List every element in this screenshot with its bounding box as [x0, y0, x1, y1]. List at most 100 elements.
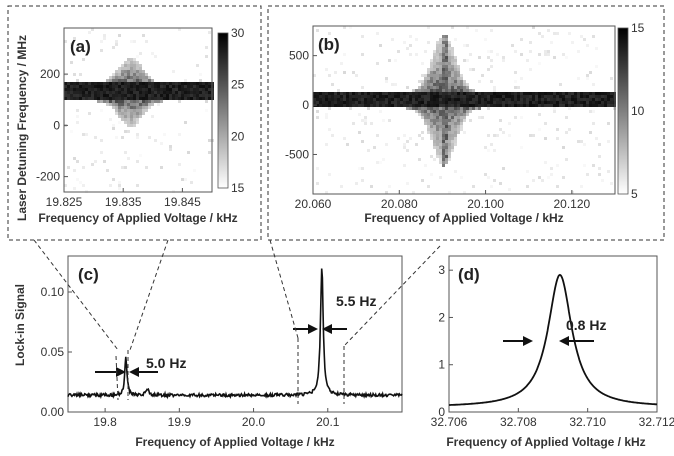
heatmap-cell [442, 155, 445, 158]
heatmap-cell [604, 92, 607, 95]
heatmap-cell [418, 104, 421, 107]
heatmap-cell [391, 95, 394, 98]
heatmap-cell [442, 113, 445, 116]
heatmap-cell [418, 80, 421, 83]
heatmap-cell [88, 91, 91, 94]
heatmap-cell [355, 98, 358, 101]
heatmap-cell [67, 94, 70, 97]
heatmap-cell [187, 97, 190, 100]
heatmap-cell [487, 92, 490, 95]
heatmap-cell [151, 79, 154, 82]
heatmap-cell [172, 97, 175, 100]
heatmap-cell [445, 44, 448, 47]
heatmap-cell [136, 136, 139, 139]
heatmap-cell [436, 77, 439, 80]
y-ticks-c: 0.000.050.10 [41, 285, 72, 419]
heatmap-cell [448, 104, 451, 107]
heatmap-cell [547, 50, 550, 53]
heatmap-cell [133, 109, 136, 112]
heatmap-cell [445, 137, 448, 140]
heatmap-cell [130, 61, 133, 64]
heatmap-cell [91, 82, 94, 85]
heatmap-cell [580, 101, 583, 104]
heatmap-cell [409, 107, 412, 110]
heatmap-cell [457, 125, 460, 128]
heatmap-cell [472, 98, 475, 101]
heatmap-cell [520, 77, 523, 80]
heatmap-cell [340, 98, 343, 101]
heatmap-cell [373, 98, 376, 101]
heatmap-cell [445, 89, 448, 92]
heatmap-cell [130, 94, 133, 97]
heatmap-cell [325, 101, 328, 104]
heatmap-cell [178, 163, 181, 166]
heatmap-cell [196, 88, 199, 91]
heatmap-cell [433, 62, 436, 65]
heatmap-cell [364, 98, 367, 101]
x-tick-label: 20.100 [467, 197, 504, 211]
y-axis-label-c: Lock-in Signal [13, 284, 27, 366]
y-tick-label: 1 [438, 358, 445, 372]
heatmap-cell [472, 185, 475, 188]
x-tick-label: 19.9 [168, 415, 192, 429]
heatmap-cell [460, 101, 463, 104]
heatmap-cell [448, 152, 451, 155]
heatmap-cell [196, 91, 199, 94]
heatmap-cell [583, 164, 586, 167]
heatmap-cell [178, 91, 181, 94]
heatmap-cell [460, 104, 463, 107]
heatmap-cell [442, 98, 445, 101]
heatmap-cell [424, 74, 427, 77]
heatmap-cell [385, 104, 388, 107]
heatmap-cell [115, 73, 118, 76]
heatmap-cell [100, 139, 103, 142]
colorbar-tick-label: 30 [231, 26, 245, 40]
heatmap-cell [367, 101, 370, 104]
heatmap-cell [451, 62, 454, 65]
heatmap-cell [406, 182, 409, 185]
heatmap-cell [190, 88, 193, 91]
heatmap-cell [601, 101, 604, 104]
heatmap-cell [445, 128, 448, 131]
heatmap-cell [172, 94, 175, 97]
heatmap-cell [118, 121, 121, 124]
heatmap-cell [562, 146, 565, 149]
heatmap-cell [163, 97, 166, 100]
heatmap-cell [178, 97, 181, 100]
heatmap-cell [454, 80, 457, 83]
heatmap-cell [586, 77, 589, 80]
heatmap-cell [469, 107, 472, 110]
heatmap-cell [91, 91, 94, 94]
heatmap-cell [409, 95, 412, 98]
heatmap-cell [421, 179, 424, 182]
heatmap-cell [376, 104, 379, 107]
heatmap-cell [103, 37, 106, 40]
heatmap-cell [412, 95, 415, 98]
heatmap-cell [457, 92, 460, 95]
heatmap-cell [439, 110, 442, 113]
heatmap-cell [88, 97, 91, 100]
heatmap-cell [592, 35, 595, 38]
heatmap-cell [421, 116, 424, 119]
heatmap-cell [544, 50, 547, 53]
heatmap-cell [100, 109, 103, 112]
heatmap-cell [514, 50, 517, 53]
heatmap-cell [415, 110, 418, 113]
heatmap-cell [175, 91, 178, 94]
heatmap-cell [469, 89, 472, 92]
heatmap-cell [445, 77, 448, 80]
heatmap-cell [124, 73, 127, 76]
heatmap-cell [76, 88, 79, 91]
heatmap-cell [325, 113, 328, 116]
heatmap-cell [325, 68, 328, 71]
heatmap-cell [586, 95, 589, 98]
heatmap-cell [352, 122, 355, 125]
heatmap-cell [454, 59, 457, 62]
heatmap-cell [361, 167, 364, 170]
heatmap-cell [583, 38, 586, 41]
heatmap-cell [103, 91, 106, 94]
heatmap-cell [445, 83, 448, 86]
heatmap-cell [91, 28, 94, 31]
heatmap-cell [199, 91, 202, 94]
heatmap-cell [556, 95, 559, 98]
